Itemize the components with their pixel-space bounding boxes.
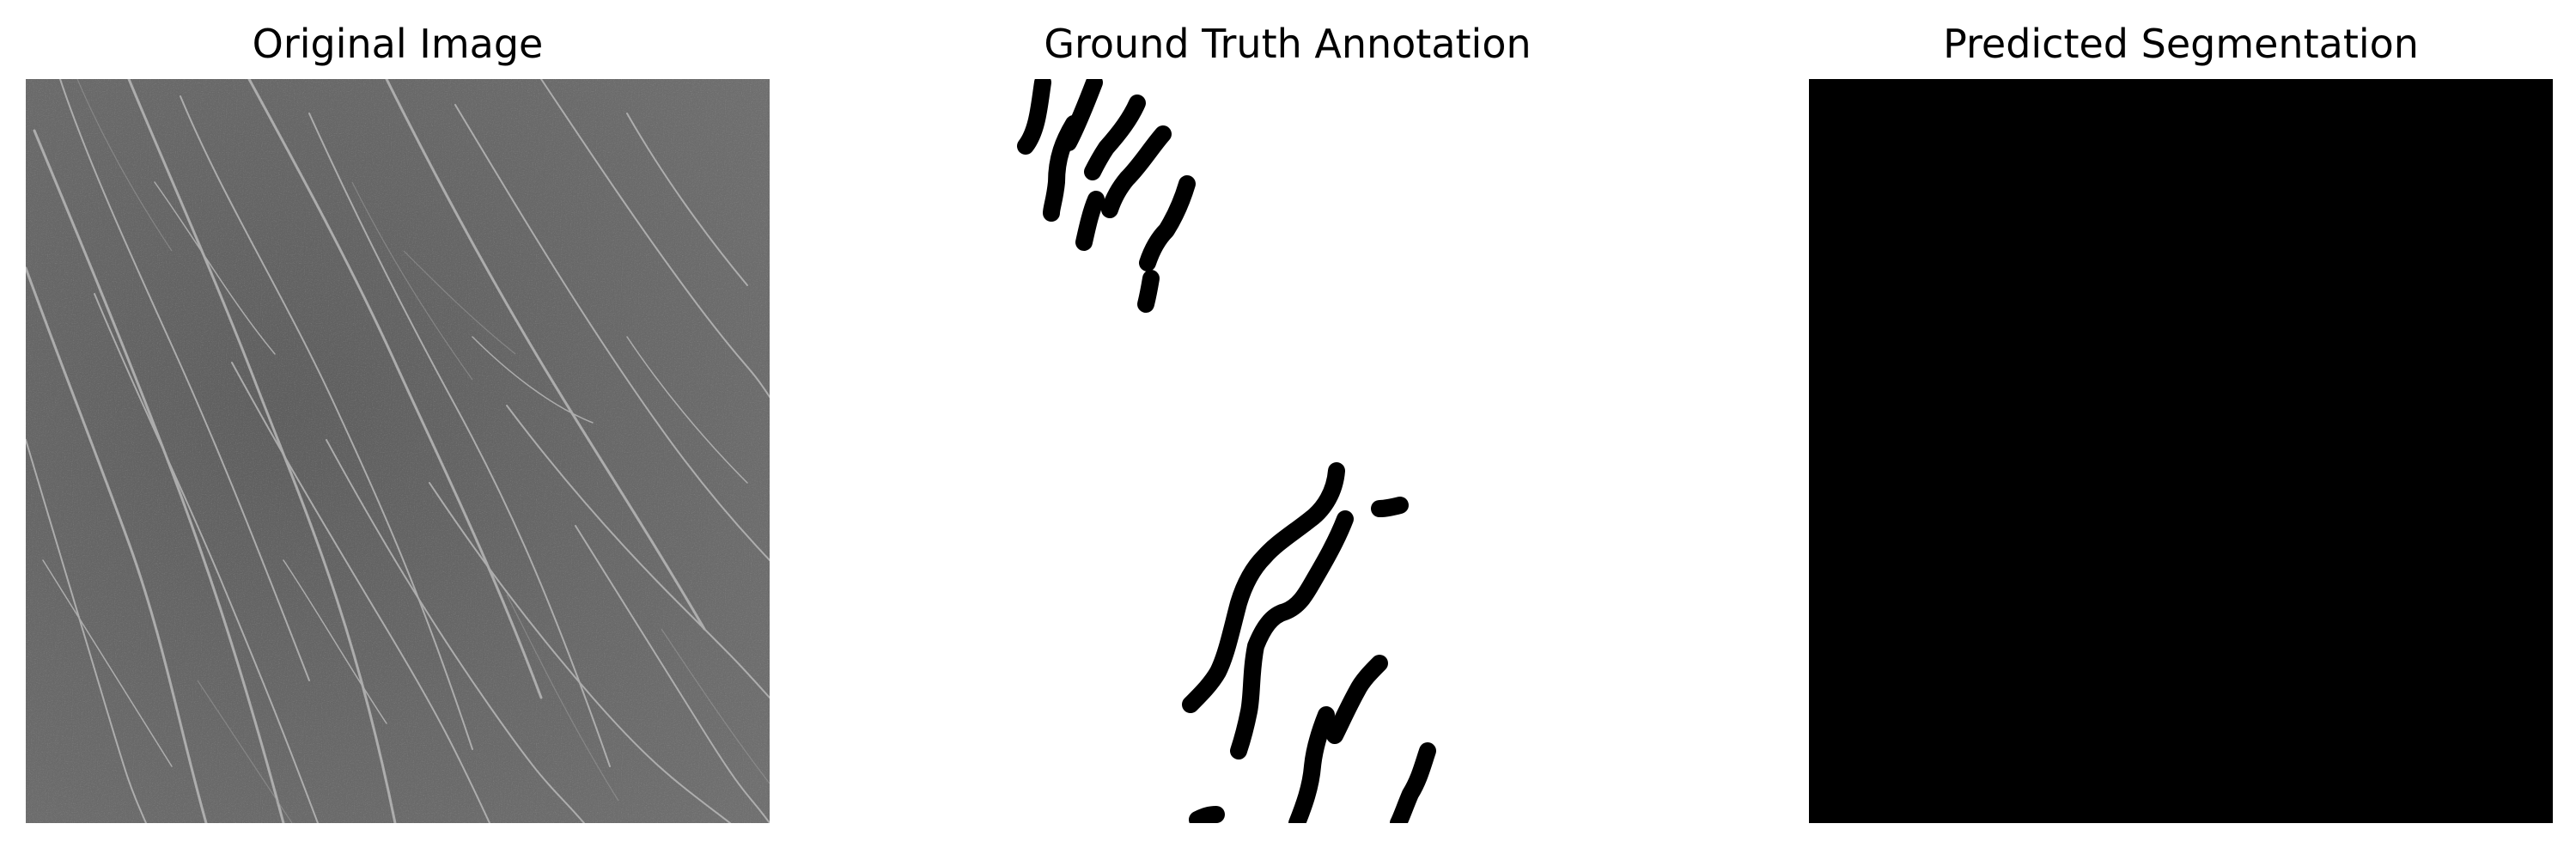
- gt-crack-11: [1371, 497, 1409, 517]
- gt-crack-7: [1139, 175, 1196, 271]
- ground-truth-mask: [916, 79, 1659, 823]
- gt-crack-4: [1084, 95, 1146, 180]
- gt-crack-5: [1101, 125, 1172, 218]
- gt-crack-12: [1326, 655, 1388, 744]
- original-image-title: Original Image: [252, 21, 544, 67]
- prediction-title: Predicted Segmentation: [1943, 21, 2419, 67]
- gt-crack-8: [1137, 270, 1160, 313]
- gt-crack-9: [1182, 462, 1345, 713]
- gt-crack-15: [1189, 806, 1225, 823]
- predicted-mask-drawing: [1809, 79, 2553, 823]
- gt-crack-13: [1288, 706, 1335, 823]
- ground-truth-title: Ground Truth Annotation: [1044, 21, 1532, 67]
- gt-crack-14: [1390, 742, 1436, 823]
- ground-truth-panel: Ground Truth Annotation: [916, 0, 1659, 848]
- original-image-panel: Original Image: [26, 0, 770, 848]
- gt-crack-3: [1043, 115, 1082, 222]
- predicted-mask: [1809, 79, 2553, 823]
- ground-truth-mask-drawing: [916, 79, 1659, 823]
- gt-crack-6: [1075, 191, 1105, 251]
- original-image: [26, 79, 770, 823]
- original-image-texture: [26, 79, 770, 823]
- prediction-panel: Predicted Segmentation: [1809, 0, 2553, 848]
- gt-crack-1: [1017, 79, 1051, 155]
- gt-crack-10: [1230, 510, 1354, 760]
